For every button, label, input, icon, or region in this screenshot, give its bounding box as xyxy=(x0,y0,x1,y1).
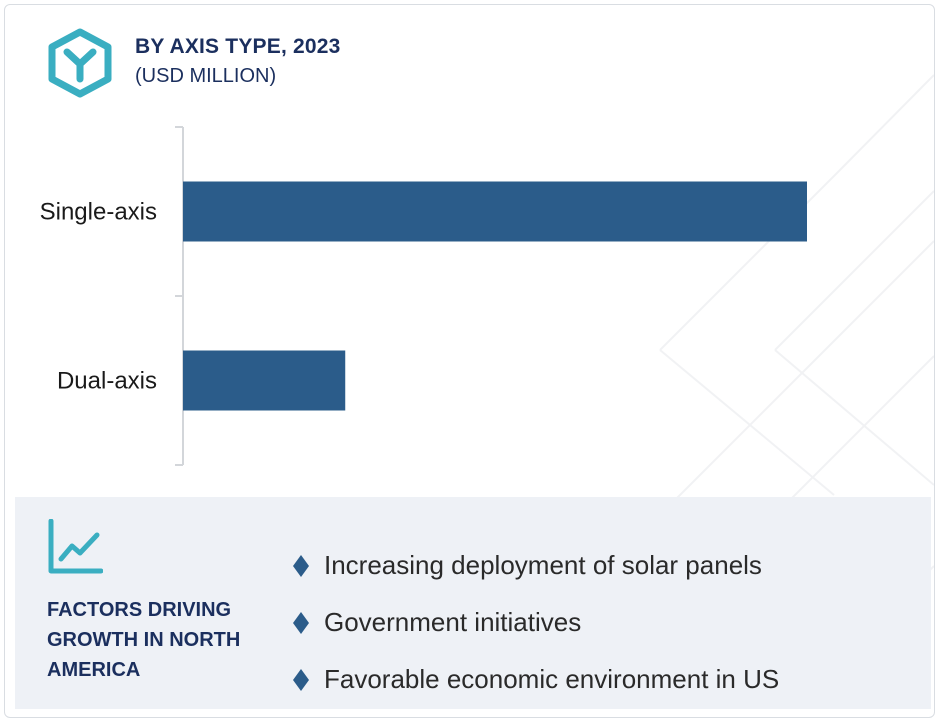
factor-text: Government initiatives xyxy=(324,607,582,637)
bar-dual-axis xyxy=(183,350,346,411)
factor-item: Increasing deployment of solar panels xyxy=(290,537,779,594)
diamond-icon xyxy=(293,554,309,577)
category-label: Dual-axis xyxy=(57,368,157,395)
factor-text: Favorable economic environment in US xyxy=(324,664,780,694)
factors-panel: FACTORS DRIVING GROWTH IN NORTH AMERICA … xyxy=(15,497,931,709)
trend-line-chart-icon xyxy=(48,519,103,574)
factor-item: Favorable economic environment in US xyxy=(290,651,779,708)
bar-chart: Single-axis Dual-axis xyxy=(40,126,807,466)
bar-single-axis xyxy=(183,181,807,242)
chart-title: BY AXIS TYPE, 2023 xyxy=(135,35,341,58)
hexagon-y-icon xyxy=(48,28,112,98)
factor-text: Increasing deployment of solar panels xyxy=(324,550,762,580)
chart-subtitle: (USD MILLION) xyxy=(135,65,277,87)
diamond-icon xyxy=(293,668,309,691)
factor-item: Government initiatives xyxy=(290,594,779,651)
diamond-icon xyxy=(293,611,309,634)
factors-list: Increasing deployment of solar panels Go… xyxy=(290,537,779,708)
category-label: Single-axis xyxy=(40,199,157,226)
factors-title: FACTORS DRIVING GROWTH IN NORTH AMERICA xyxy=(47,599,241,681)
infographic-card: BY AXIS TYPE, 2023 (USD MILLION) Single-… xyxy=(4,4,935,718)
